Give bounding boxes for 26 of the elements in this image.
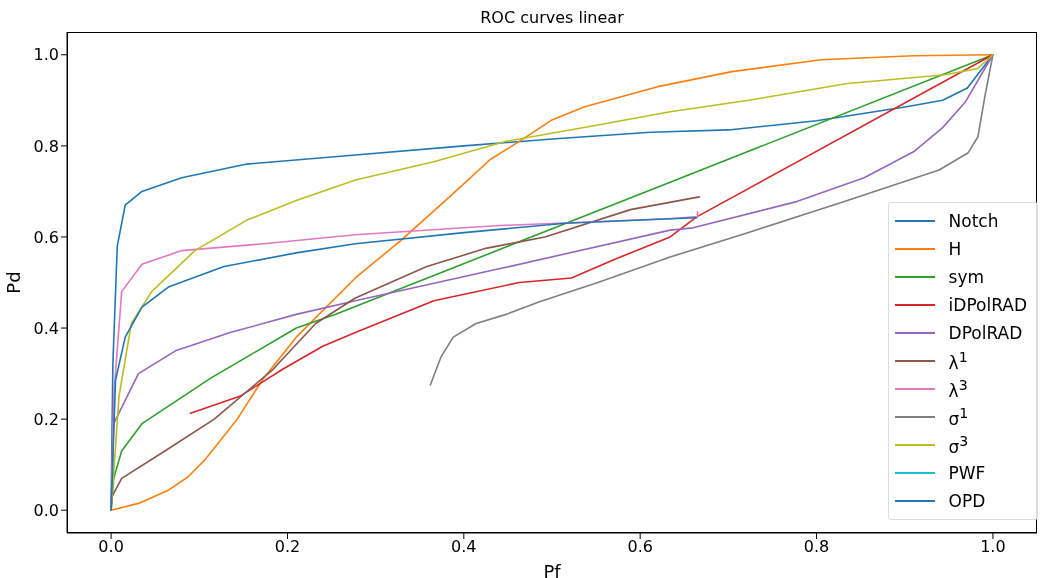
legend-label: Notch (948, 211, 999, 231)
x-tick-label: 0.2 (274, 537, 301, 557)
legend-label: σ$^{1}$ (948, 405, 969, 429)
y-tick-label: 0.8 (33, 136, 59, 156)
y-tick-label: 0.6 (33, 227, 59, 247)
legend-label: PWF (948, 463, 986, 483)
x-tick-label: 0.4 (451, 537, 477, 557)
legend-label: iDPolRAD (948, 295, 1027, 315)
legend-label: σ$^{3}$ (948, 433, 969, 457)
x-axis-title: Pf (543, 561, 562, 578)
legend-label: OPD (948, 491, 986, 511)
y-tick-label: 1.0 (33, 45, 59, 65)
x-tick-label: 1.0 (980, 537, 1006, 557)
legend-label: DPolRAD (948, 323, 1023, 343)
y-tick-label: 0.2 (33, 409, 59, 429)
legend-label: λ$^{1}$ (948, 349, 968, 373)
legend-label: λ$^{3}$ (948, 377, 968, 401)
legend-label: sym (948, 267, 985, 287)
chart-title: ROC curves linear (479, 8, 625, 27)
legend-label: H (948, 239, 962, 259)
y-tick-label: 0.0 (33, 500, 59, 520)
x-tick-label: 0.6 (627, 537, 653, 557)
y-tick-label: 0.4 (33, 318, 59, 338)
y-axis-title: Pd (3, 271, 25, 294)
x-tick-label: 0.0 (98, 537, 124, 557)
x-tick-label: 0.8 (803, 537, 830, 557)
